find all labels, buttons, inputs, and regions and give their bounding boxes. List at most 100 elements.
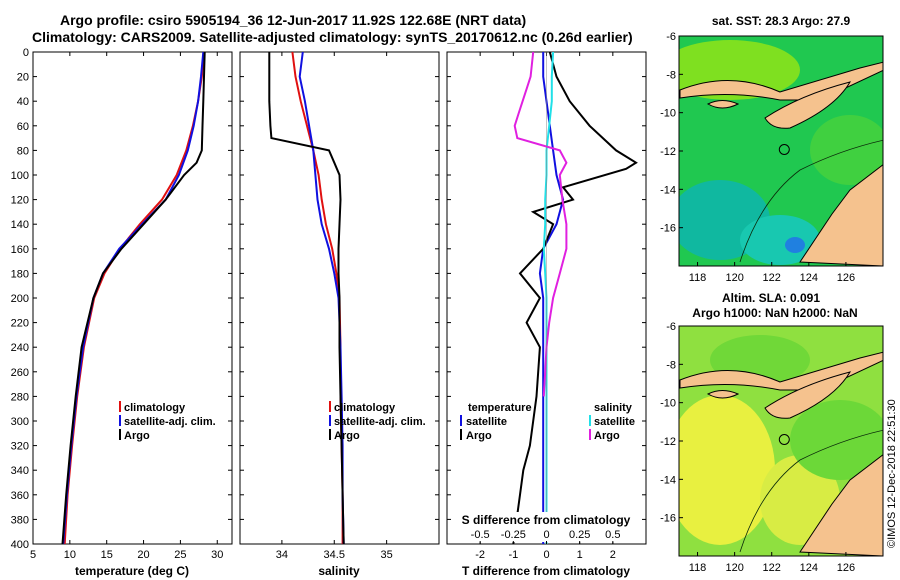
bathymetry-contour bbox=[739, 429, 883, 553]
sla-map-subtitle: Argo h1000: NaN h2000: NaN bbox=[692, 306, 857, 320]
legend-label-satellite: satellite-adj. clim. bbox=[334, 416, 426, 428]
x-tick-label: -1 bbox=[508, 549, 518, 561]
lat-tick-label: -16 bbox=[660, 223, 676, 235]
salinity-lines bbox=[268, 51, 345, 545]
series-line-argo bbox=[61, 51, 206, 545]
s-tick-label: 0.5 bbox=[605, 529, 620, 541]
legend-label-s-argo: Argo bbox=[594, 430, 620, 442]
s-tick-label: -0.5 bbox=[471, 529, 490, 541]
depth-tick-label: 320 bbox=[11, 441, 29, 453]
x-tick-label: 20 bbox=[137, 549, 149, 561]
difference-lines bbox=[512, 51, 638, 545]
temperature-panel: 0 20 40 60 80 100 120 140 160 180 200 220 240 260 280 3… bbox=[11, 47, 233, 578]
lon-tick-label: 124 bbox=[800, 562, 818, 574]
sla-map-title: Altim. SLA: 0.091 bbox=[722, 291, 820, 305]
title-line-2: Climatology: CARS2009. Satellite-adjuste… bbox=[32, 29, 633, 45]
series-line-satellite-adj-clim- bbox=[298, 51, 345, 545]
lat-tick-label: -8 bbox=[666, 359, 676, 371]
island-land bbox=[706, 100, 740, 109]
sst-cool-patch bbox=[740, 215, 820, 265]
difference-inner-axis-bg bbox=[456, 512, 638, 542]
lat-tick-label: -14 bbox=[660, 474, 676, 486]
temperature-xlabel: temperature (deg C) bbox=[75, 564, 189, 578]
temperature-depth-ticks: 0 20 40 60 80 100 120 140 160 180 200 220 240 260 280 3… bbox=[11, 47, 232, 551]
sst-map-panel: sat. SST: 28.3 Argo: 27.9 118 120 122 124 12… bbox=[660, 14, 884, 284]
depth-tick-label: 100 bbox=[11, 170, 29, 182]
legend-label-s-satellite: satellite bbox=[594, 416, 635, 428]
legend-title-temperature: temperature bbox=[468, 402, 532, 414]
float-position-marker bbox=[778, 144, 790, 155]
legend-title-salinity: salinity bbox=[594, 402, 633, 414]
temperature-x-ticks: 5 10 15 20 25 30 bbox=[30, 52, 223, 561]
legend-label-argo: Argo bbox=[334, 430, 360, 442]
sla-map-panel: Altim. SLA: 0.091 Argo h1000: NaN h2000:… bbox=[660, 291, 884, 574]
lon-tick-label: 126 bbox=[837, 272, 855, 284]
x-tick-label: 2 bbox=[610, 549, 616, 561]
s-tick-label: 0.25 bbox=[569, 529, 590, 541]
lon-tick-label: 120 bbox=[725, 562, 743, 574]
island-land bbox=[706, 390, 740, 399]
series-line-satellite-adj-clim- bbox=[62, 51, 205, 545]
lat-tick-label: -10 bbox=[660, 398, 676, 410]
series-line-t-satellite bbox=[538, 52, 565, 544]
depth-tick-label: 260 bbox=[11, 367, 29, 379]
lat-tick-label: -12 bbox=[660, 436, 676, 448]
x-tick-label: 25 bbox=[174, 549, 186, 561]
lat-tick-label: -12 bbox=[660, 146, 676, 158]
lon-tick-label: 122 bbox=[763, 562, 781, 574]
sst-cold-spot bbox=[785, 237, 805, 253]
x-tick-label: -2 bbox=[475, 549, 485, 561]
timor-land bbox=[764, 371, 852, 419]
x-tick-label: 34.5 bbox=[324, 549, 345, 561]
sst-map-ticks: 118 120 122 124 126 -6 -8 -10 -12 -14 -16 bbox=[660, 31, 855, 284]
depth-tick-label: 380 bbox=[11, 514, 29, 526]
difference-panel: -2 -1 0 1 2 T difference from climatology S … bbox=[446, 51, 647, 578]
difference-s-ticks: -0.5 -0.25 0 0.25 0.5 bbox=[471, 529, 620, 544]
lat-tick-label: -10 bbox=[660, 108, 676, 120]
x-tick-label: 35 bbox=[381, 549, 393, 561]
depth-tick-label: 120 bbox=[11, 195, 29, 207]
depth-tick-label: 160 bbox=[11, 244, 29, 256]
sla-low-patch bbox=[790, 400, 883, 480]
x-tick-label: 10 bbox=[64, 549, 76, 561]
series-line-s-argo bbox=[513, 51, 568, 397]
depth-tick-label: 200 bbox=[11, 293, 29, 305]
sst-map-title: sat. SST: 28.3 Argo: 27.9 bbox=[712, 14, 851, 28]
series-line-t-argo bbox=[512, 51, 638, 545]
lon-tick-label: 118 bbox=[689, 562, 707, 574]
salinity-xlabel: salinity bbox=[318, 564, 360, 578]
lon-tick-label: 118 bbox=[689, 272, 707, 284]
lat-tick-label: -16 bbox=[660, 513, 676, 525]
series-line-climatology bbox=[63, 51, 205, 545]
lon-tick-label: 124 bbox=[800, 272, 818, 284]
float-position-marker bbox=[778, 434, 790, 445]
depth-tick-label: 40 bbox=[17, 96, 29, 108]
bathymetry-contour bbox=[739, 139, 883, 263]
x-tick-label: 30 bbox=[211, 549, 223, 561]
temperature-legend: climatology satellite-adj. clim. Argo bbox=[119, 401, 216, 442]
series-line-s-satellite bbox=[542, 51, 555, 544]
depth-tick-label: 180 bbox=[11, 268, 29, 280]
s-tick-label: -0.25 bbox=[501, 529, 526, 541]
depth-tick-label: 400 bbox=[11, 539, 29, 551]
lon-tick-label: 122 bbox=[763, 272, 781, 284]
legend-label-t-satellite: satellite bbox=[466, 416, 507, 428]
temperature-lines bbox=[61, 51, 206, 545]
depth-tick-label: 360 bbox=[11, 490, 29, 502]
depth-tick-label: 140 bbox=[11, 219, 29, 231]
legend-label-argo: Argo bbox=[124, 430, 150, 442]
legend-label-satellite: satellite-adj. clim. bbox=[124, 416, 216, 428]
salinity-depth-ticks bbox=[240, 51, 439, 545]
x-tick-label: 34 bbox=[276, 549, 288, 561]
depth-tick-label: 340 bbox=[11, 465, 29, 477]
legend-label-climatology: climatology bbox=[124, 402, 186, 414]
x-tick-label: 0 bbox=[543, 549, 549, 561]
series-line-argo bbox=[268, 52, 345, 545]
australia-land bbox=[799, 164, 883, 266]
x-tick-label: 15 bbox=[101, 549, 113, 561]
legend-label-climatology: climatology bbox=[334, 402, 396, 414]
depth-tick-label: 240 bbox=[11, 342, 29, 354]
australia-land bbox=[799, 454, 883, 556]
s-tick-label: 0 bbox=[543, 529, 549, 541]
